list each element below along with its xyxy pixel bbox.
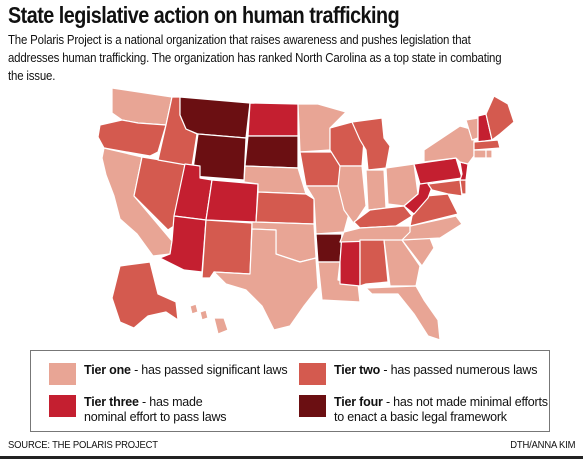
- state-ga: [383, 239, 421, 287]
- credit-note: DTH/ANNA KIM: [509, 439, 575, 451]
- us-states-map: [97, 87, 515, 341]
- state-in: [365, 169, 387, 211]
- state-ri: [485, 149, 493, 159]
- state-md: [427, 179, 463, 197]
- legend-swatch: [299, 363, 326, 385]
- state-ct: [473, 149, 487, 159]
- state-fl: [365, 285, 441, 341]
- state-al: [359, 239, 389, 287]
- legend-swatch: [49, 363, 76, 385]
- state-nc: [401, 215, 463, 241]
- subtitle: The Polaris Project is a national organi…: [8, 32, 502, 83]
- state-ks: [255, 191, 315, 225]
- state-or: [97, 119, 167, 157]
- state-wa: [111, 87, 173, 126]
- state-hi: [189, 303, 229, 335]
- state-ny: [423, 125, 475, 165]
- legend-item-tier-one: Tier one - has passed significant laws: [49, 363, 294, 385]
- state-tx: [213, 228, 319, 331]
- legend-item-tier-two: Tier two - has passed numerous laws: [299, 363, 544, 385]
- legend: Tier one - has passed significant laws T…: [30, 350, 550, 432]
- state-nd: [247, 102, 299, 137]
- state-ma: [473, 139, 501, 151]
- legend-item-tier-three: Tier three - has made nominal effort to …: [49, 395, 244, 425]
- state-nj: [459, 161, 469, 181]
- source-note: SOURCE: THE POLARIS PROJECT: [8, 439, 158, 451]
- state-me: [485, 95, 515, 141]
- state-sd: [244, 135, 299, 169]
- state-ak: [111, 261, 179, 329]
- state-ar: [315, 233, 343, 263]
- legend-swatch: [49, 395, 76, 417]
- page-title: State legislative action on human traffi…: [8, 2, 400, 28]
- state-nm: [201, 219, 253, 279]
- bottom-rule: [0, 456, 583, 459]
- state-co: [205, 179, 259, 223]
- legend-item-tier-four: Tier four - has not made minimal efforts…: [299, 395, 549, 425]
- state-il: [337, 165, 367, 225]
- legend-swatch: [299, 395, 326, 417]
